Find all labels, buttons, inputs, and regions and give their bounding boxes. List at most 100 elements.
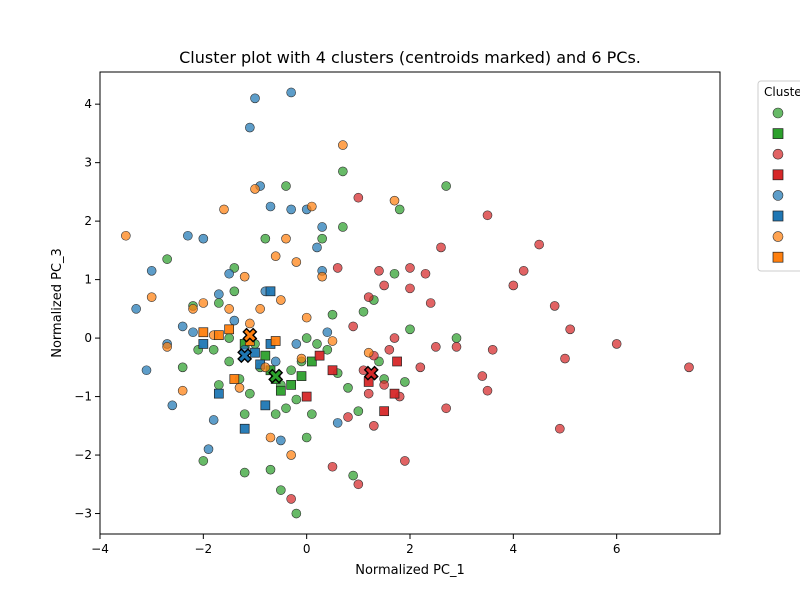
data-point-circle (291, 257, 302, 267)
data-point-circle (482, 385, 493, 396)
data-point-circle (146, 266, 157, 276)
data-point-circle (214, 298, 224, 308)
data-point-circle (276, 295, 286, 305)
data-point-circle (198, 298, 209, 308)
data-point-circle (549, 301, 560, 311)
data-point-circle (177, 321, 188, 332)
data-point-circle (224, 356, 234, 367)
y-tick-label: 4 (84, 97, 92, 111)
x-tick-label: 6 (613, 542, 621, 556)
data-point-circle (322, 327, 333, 338)
y-tick-label: 0 (84, 331, 92, 345)
centroid-marker (237, 348, 253, 364)
y-tick-label: −1 (74, 390, 92, 404)
series-4-circle (131, 87, 343, 455)
data-point-circle (338, 222, 348, 232)
data-point-circle (270, 409, 281, 419)
legend-title: Cluste (764, 85, 800, 99)
data-point-circle (162, 342, 172, 352)
centroid-marker (363, 365, 379, 381)
data-point-circle (363, 388, 374, 399)
data-point-circle (239, 467, 250, 478)
data-point-square (301, 391, 312, 402)
data-point-circle (369, 421, 379, 431)
data-point-circle (281, 181, 291, 191)
data-point-circle (560, 353, 570, 364)
data-point-circle (260, 233, 271, 244)
data-point-circle (363, 292, 374, 302)
data-point-square (229, 374, 240, 384)
data-point-circle (441, 181, 451, 191)
data-point-circle (301, 333, 312, 343)
data-point-circle (389, 195, 400, 206)
x-tick-label: 2 (406, 542, 414, 556)
data-point-circle (389, 333, 400, 343)
data-point-circle (291, 394, 302, 405)
data-point-circle (565, 324, 575, 335)
data-point-circle (374, 266, 384, 276)
data-point-circle (477, 371, 488, 381)
data-point-circle (358, 306, 369, 317)
data-point-circle (286, 450, 296, 460)
data-point-circle (239, 271, 250, 282)
data-point-circle (224, 268, 234, 279)
data-point-circle (327, 336, 338, 346)
data-point-circle (141, 365, 152, 376)
data-point-circle (684, 362, 694, 373)
legend-marker-square (772, 128, 784, 139)
data-point-circle (379, 380, 389, 390)
data-point-circle (121, 230, 131, 241)
data-point-circle (343, 382, 353, 393)
data-point-circle (296, 353, 307, 364)
data-point-circle (451, 333, 462, 343)
data-point-circle (270, 356, 281, 367)
legend-marker-square (772, 251, 784, 263)
centroid-marker (242, 327, 258, 343)
data-point-circle (327, 309, 338, 320)
data-point-circle (482, 210, 493, 221)
data-point-square (213, 330, 224, 341)
data-point-circle (487, 344, 498, 355)
data-point-circle (214, 380, 224, 390)
data-point-circle (203, 444, 214, 455)
data-point-circle (188, 327, 198, 338)
data-point-circle (348, 470, 358, 481)
data-point-square (296, 371, 307, 381)
data-point-circle (611, 339, 622, 349)
data-point-circle (188, 304, 198, 314)
data-point-circle (208, 415, 219, 425)
legend-marker-circle (772, 148, 784, 160)
data-point-circle (177, 385, 188, 396)
data-point-circle (518, 266, 529, 276)
data-point-circle (286, 87, 296, 98)
data-point-circle (245, 318, 255, 329)
data-point-circle (332, 263, 343, 273)
data-point-square (286, 380, 297, 390)
data-point-circle (508, 280, 519, 291)
data-point-circle (162, 254, 172, 264)
data-point-circle (250, 93, 260, 104)
y-tick-label: 1 (84, 273, 92, 287)
data-point-circle (239, 409, 250, 419)
data-point-square (198, 339, 209, 349)
data-point-circle (312, 242, 322, 253)
data-point-circle (405, 283, 415, 294)
centroid-marker (268, 368, 284, 384)
data-point-circle (322, 344, 333, 355)
data-point-circle (405, 324, 415, 335)
data-point-circle (405, 263, 415, 273)
data-point-circle (255, 304, 265, 314)
data-point-circle (245, 388, 255, 399)
data-point-circle (353, 479, 364, 490)
data-point-circle (276, 485, 286, 495)
data-point-square (213, 388, 224, 399)
series-6-circle (121, 140, 400, 460)
legend-marker-circle (772, 231, 784, 242)
data-point-square (275, 385, 286, 396)
data-point-circle (229, 315, 240, 326)
data-point-circle (420, 268, 431, 279)
data-point-circle (317, 222, 327, 232)
x-tick-label: −4 (91, 542, 109, 556)
series-3-square (301, 350, 402, 417)
data-point-circle (265, 201, 276, 212)
